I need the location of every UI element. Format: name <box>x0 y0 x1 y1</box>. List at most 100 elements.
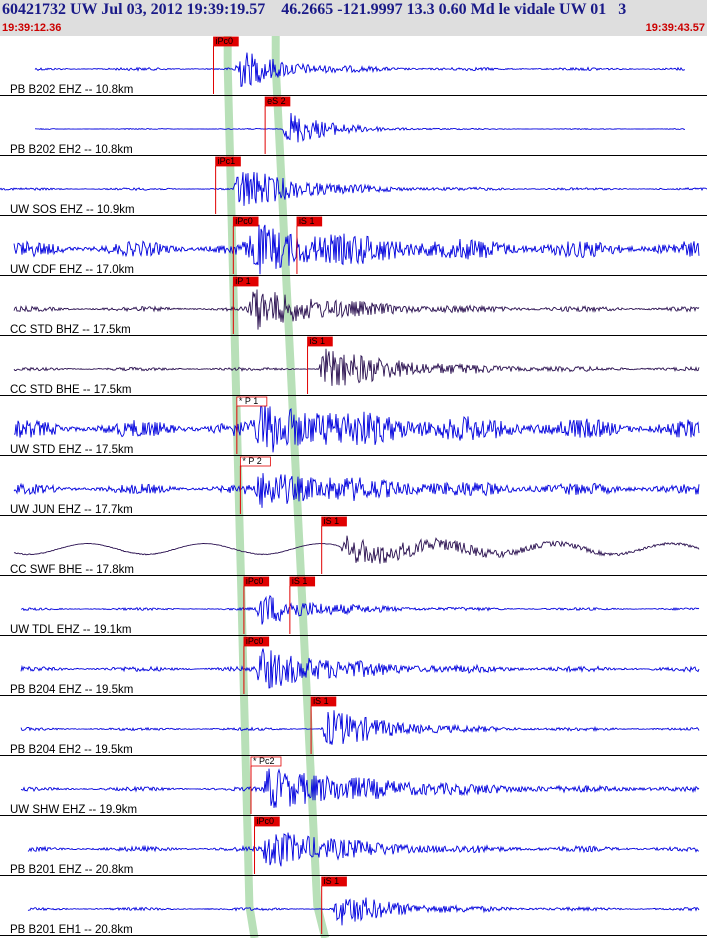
pick-label: iPc1 <box>218 156 236 166</box>
pick-box <box>296 216 323 227</box>
pick-box <box>321 516 347 527</box>
pick-label: * Pc2 <box>253 756 275 766</box>
pick-label: iPc0 <box>246 636 264 646</box>
phase-pick[interactable]: * P 2 <box>239 456 271 514</box>
pick-label: iP 1 <box>235 276 250 286</box>
station-label: UW CDF EHZ -- 17.0km <box>10 264 134 276</box>
pick-box <box>213 36 239 47</box>
phase-pick[interactable]: iPc0 <box>243 636 270 694</box>
pick-box <box>264 96 291 107</box>
s-window-band <box>271 36 330 938</box>
waveform-trace <box>20 648 700 689</box>
waveform-trace <box>13 401 700 453</box>
phase-pick[interactable]: * Pc2 <box>250 756 282 814</box>
trace-row[interactable]: * P 2 UW JUN EHZ -- 17.7km <box>0 456 707 516</box>
station-label: CC SWF BHE -- 17.8km <box>10 564 134 576</box>
pick-label: iS 1 <box>292 576 308 586</box>
station-label: CC STD BHZ -- 17.5km <box>10 324 131 336</box>
record-header: 60421732 UW Jul 03, 2012 19:39:19.57 46.… <box>0 0 707 36</box>
pick-box <box>243 576 270 587</box>
waveform-trace <box>20 594 700 625</box>
waveform-trace <box>34 52 685 88</box>
start-timestamp: 19:39:12.36 <box>2 22 62 34</box>
phase-pick[interactable]: iS 1 <box>307 336 333 394</box>
trace-row[interactable]: iPc0 PB B202 EHZ -- 10.8km <box>0 36 707 96</box>
pick-label: iS 1 <box>324 516 340 526</box>
waveform-trace <box>27 897 700 926</box>
trace-row[interactable]: iP 1 CC STD BHZ -- 17.5km <box>0 276 707 336</box>
pick-label: iS 1 <box>310 336 326 346</box>
station-label: PB B202 EH2 -- 10.8km <box>10 144 133 156</box>
phase-pick[interactable]: iPc0 <box>232 216 259 274</box>
waveform-trace <box>20 710 700 745</box>
pick-label: iPc0 <box>216 36 234 46</box>
waveform-trace <box>13 473 700 508</box>
waveform-trace <box>27 832 700 867</box>
phase-pick[interactable]: iS 1 <box>321 876 347 934</box>
trace-row[interactable]: iPc0 iS 1 UW CDF EHZ -- 17.0km <box>0 216 707 276</box>
waveform-trace <box>13 348 700 386</box>
waveform-trace <box>20 768 700 808</box>
pick-label: * P 2 <box>242 456 261 466</box>
pick-box <box>307 336 333 347</box>
trace-row[interactable]: iPc0 PB B204 EHZ -- 19.5km <box>0 636 707 696</box>
trace-row[interactable]: iS 1 PB B201 EH1 -- 20.8km <box>0 876 707 936</box>
trace-row[interactable]: iS 1 PB B204 EH2 -- 19.5km <box>0 696 707 756</box>
phase-pick[interactable]: iS 1 <box>289 576 316 634</box>
trace-row[interactable]: iPc0 iS 1 UW TDL EHZ -- 19.1km <box>0 576 707 636</box>
phase-pick[interactable]: iPc0 <box>254 816 280 874</box>
pick-box <box>236 396 268 407</box>
waveform-trace <box>0 171 707 206</box>
trace-row[interactable]: iS 1 CC STD BHE -- 17.5km <box>0 336 707 396</box>
station-label: CC STD BHE -- 17.5km <box>10 384 131 396</box>
phase-pick[interactable]: * P 1 <box>236 396 268 454</box>
trace-row[interactable]: iPc0 PB B201 EHZ -- 20.8km <box>0 816 707 876</box>
pick-label: iPc0 <box>257 816 275 826</box>
trace-row[interactable]: iPc1 UW SOS EHZ -- 10.9km <box>0 156 707 216</box>
station-label: UW TDL EHZ -- 19.1km <box>10 624 131 636</box>
seismogram-panel[interactable]: iPc0 PB B202 EHZ -- 10.8km eS 2 PB B202 EH2… <box>0 36 707 938</box>
pick-box <box>215 156 241 167</box>
station-label: PB B204 EH2 -- 19.5km <box>10 744 133 756</box>
station-label: PB B204 EHZ -- 19.5km <box>10 684 133 696</box>
pick-box <box>232 276 259 287</box>
station-label: UW SHW EHZ -- 19.9km <box>10 804 137 816</box>
trace-row[interactable]: * Pc2 UW SHW EHZ -- 19.9km <box>0 756 707 816</box>
pick-label: * P 1 <box>239 396 258 406</box>
pick-box <box>232 216 259 227</box>
trace-row[interactable]: eS 2 PB B202 EH2 -- 10.8km <box>0 96 707 156</box>
station-label: UW JUN EHZ -- 17.7km <box>10 504 133 516</box>
pick-box <box>239 456 271 467</box>
pick-label: iS 1 <box>324 876 340 886</box>
pick-label: iS 1 <box>313 696 329 706</box>
trace-list: iPc0 PB B202 EHZ -- 10.8km eS 2 PB B202 EH2… <box>0 36 707 936</box>
station-label: PB B201 EHZ -- 20.8km <box>10 864 133 876</box>
phase-pick[interactable]: iP 1 <box>232 276 259 334</box>
waveform-trace <box>13 535 700 564</box>
phase-pick[interactable]: iS 1 <box>321 516 347 574</box>
pick-label: iPc0 <box>246 576 264 586</box>
pick-label: iS 1 <box>299 216 315 226</box>
phase-pick[interactable]: iPc0 <box>213 36 239 94</box>
trace-row[interactable]: * P 1 UW STD EHZ -- 17.5km <box>0 396 707 456</box>
pick-box <box>321 876 347 887</box>
pick-box <box>310 696 337 707</box>
station-label: UW STD EHZ -- 17.5km <box>10 444 133 456</box>
event-title: 60421732 UW Jul 03, 2012 19:39:19.57 46.… <box>2 1 627 18</box>
phase-pick[interactable]: iS 1 <box>310 696 337 754</box>
waveform-trace <box>13 289 700 330</box>
station-label: UW SOS EHZ -- 10.9km <box>10 204 135 216</box>
waveform-trace <box>35 112 686 143</box>
pick-box <box>289 576 316 587</box>
phase-pick[interactable]: iPc0 <box>243 576 270 634</box>
pick-label: iPc0 <box>235 216 253 226</box>
station-label: PB B202 EHZ -- 10.8km <box>10 84 133 96</box>
phase-pick[interactable]: eS 2 <box>264 96 291 154</box>
station-label: PB B201 EH1 -- 20.8km <box>10 924 133 936</box>
pick-box <box>254 816 280 827</box>
phase-pick[interactable]: iPc1 <box>215 156 241 214</box>
phase-pick[interactable]: iS 1 <box>296 216 323 274</box>
pick-label: eS 2 <box>267 96 286 106</box>
pick-box <box>250 756 282 767</box>
trace-row[interactable]: iS 1 CC SWF BHE -- 17.8km <box>0 516 707 576</box>
